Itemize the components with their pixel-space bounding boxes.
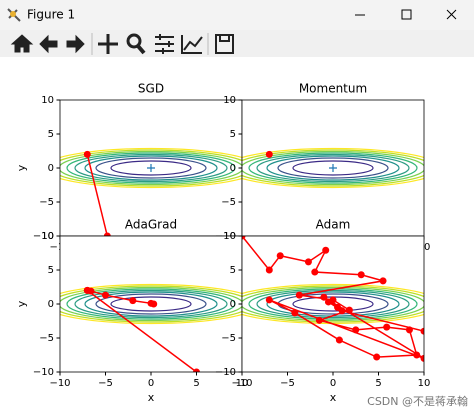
zoom-button[interactable] bbox=[126, 33, 146, 55]
trajectory-point bbox=[242, 236, 246, 240]
trajectory-line bbox=[86, 154, 109, 236]
x-tick-label: −10 bbox=[49, 378, 70, 389]
x-tick-label: 0 bbox=[330, 378, 336, 389]
y-tick-label: −10 bbox=[33, 367, 54, 378]
trajectory-point bbox=[315, 316, 323, 324]
y-tick-label: 0 bbox=[48, 299, 54, 310]
subplot-title: AdaGrad bbox=[125, 218, 177, 232]
trajectory-point bbox=[291, 309, 299, 317]
trajectory-point bbox=[311, 268, 319, 276]
trajectory-point bbox=[420, 354, 424, 362]
plot-area bbox=[60, 283, 242, 372]
plot-area bbox=[60, 147, 242, 236]
trajectory-point bbox=[83, 286, 91, 294]
toolbar-separator bbox=[91, 33, 209, 55]
trajectory-point bbox=[129, 297, 137, 305]
trajectory-point bbox=[265, 296, 273, 304]
back-button[interactable] bbox=[39, 34, 58, 54]
y-tick-label: −10 bbox=[215, 367, 236, 378]
trajectory-point bbox=[276, 252, 284, 260]
pan-button[interactable] bbox=[98, 34, 118, 54]
trajectory-point bbox=[413, 351, 421, 359]
y-tick-label: 0 bbox=[230, 163, 236, 174]
y-tick-label: 10 bbox=[41, 95, 54, 106]
trajectory-point bbox=[405, 326, 413, 334]
y-tick-label: 0 bbox=[230, 299, 236, 310]
x-tick-label: −5 bbox=[280, 378, 295, 389]
y-tick-label: 5 bbox=[230, 129, 236, 140]
trajectory-point bbox=[102, 291, 109, 299]
y-axis-label: y bbox=[15, 164, 28, 171]
trajectory-point bbox=[295, 291, 303, 299]
plot-area bbox=[242, 147, 424, 189]
trajectory-point bbox=[103, 232, 111, 236]
x-tick-label: −10 bbox=[231, 378, 252, 389]
y-tick-label: −5 bbox=[39, 333, 54, 344]
subplot-title: Adam bbox=[316, 218, 351, 232]
x-tick-label: 5 bbox=[375, 378, 381, 389]
home-button[interactable] bbox=[10, 34, 34, 53]
y-tick-label: −10 bbox=[33, 231, 54, 242]
trajectory-point bbox=[193, 368, 200, 372]
trajectory-point bbox=[379, 277, 387, 285]
x-tick-label: −5 bbox=[98, 378, 113, 389]
watermark: CSDN @不是蒋承翰 bbox=[367, 394, 468, 408]
window-title: Figure 1 bbox=[27, 8, 75, 22]
optimum-marker bbox=[329, 164, 337, 172]
trajectory-point bbox=[320, 293, 328, 301]
forward-button[interactable] bbox=[66, 34, 85, 54]
y-axis-label: y bbox=[15, 300, 28, 307]
x-axis-label: x bbox=[148, 391, 155, 404]
y-tick-label: 10 bbox=[41, 231, 54, 242]
trajectory-point bbox=[345, 306, 353, 314]
save-button[interactable] bbox=[215, 34, 234, 54]
y-tick-label: 5 bbox=[48, 265, 54, 276]
x-tick-label: 5 bbox=[193, 378, 199, 389]
trajectory-point bbox=[383, 323, 391, 331]
subplot-title: SGD bbox=[138, 82, 164, 96]
title-bar bbox=[0, 0, 474, 30]
edit-button[interactable] bbox=[181, 35, 203, 54]
trajectory-point bbox=[420, 327, 424, 335]
y-tick-label: −5 bbox=[39, 197, 54, 208]
trajectory-point bbox=[338, 307, 346, 315]
y-tick-label: 10 bbox=[223, 95, 236, 106]
y-tick-label: 5 bbox=[48, 129, 54, 140]
trajectory-point bbox=[373, 353, 381, 361]
app-icon bbox=[7, 8, 21, 22]
figure: −10−50510−10−50510SGDy−10−50510−10−50510… bbox=[15, 82, 431, 405]
close-button[interactable] bbox=[446, 9, 457, 20]
plot-area bbox=[242, 236, 424, 362]
trajectory-point bbox=[335, 336, 343, 344]
trajectory-point bbox=[324, 298, 332, 306]
x-tick-label: 10 bbox=[418, 378, 431, 389]
x-tick-label: 0 bbox=[148, 378, 154, 389]
configure-button[interactable] bbox=[155, 34, 174, 54]
trajectory-point bbox=[83, 150, 91, 158]
x-axis-label: x bbox=[330, 391, 337, 404]
y-tick-label: −5 bbox=[221, 333, 236, 344]
y-tick-label: 0 bbox=[48, 163, 54, 174]
trajectory-point bbox=[265, 266, 273, 274]
trajectory-line bbox=[86, 289, 197, 372]
y-tick-label: 10 bbox=[223, 231, 236, 242]
trajectory-point bbox=[352, 326, 360, 334]
y-tick-label: 5 bbox=[230, 265, 236, 276]
x-tick-label: 10 bbox=[236, 378, 249, 389]
optimum-marker bbox=[147, 164, 155, 172]
subplot-title: Momentum bbox=[299, 82, 367, 96]
maximize-button[interactable] bbox=[401, 9, 412, 20]
trajectory-point bbox=[304, 258, 312, 266]
y-tick-label: −5 bbox=[221, 197, 236, 208]
trajectory-point bbox=[357, 271, 365, 279]
trajectory-point bbox=[265, 150, 273, 158]
trajectory-point bbox=[322, 246, 330, 254]
trajectory-point bbox=[150, 300, 158, 308]
